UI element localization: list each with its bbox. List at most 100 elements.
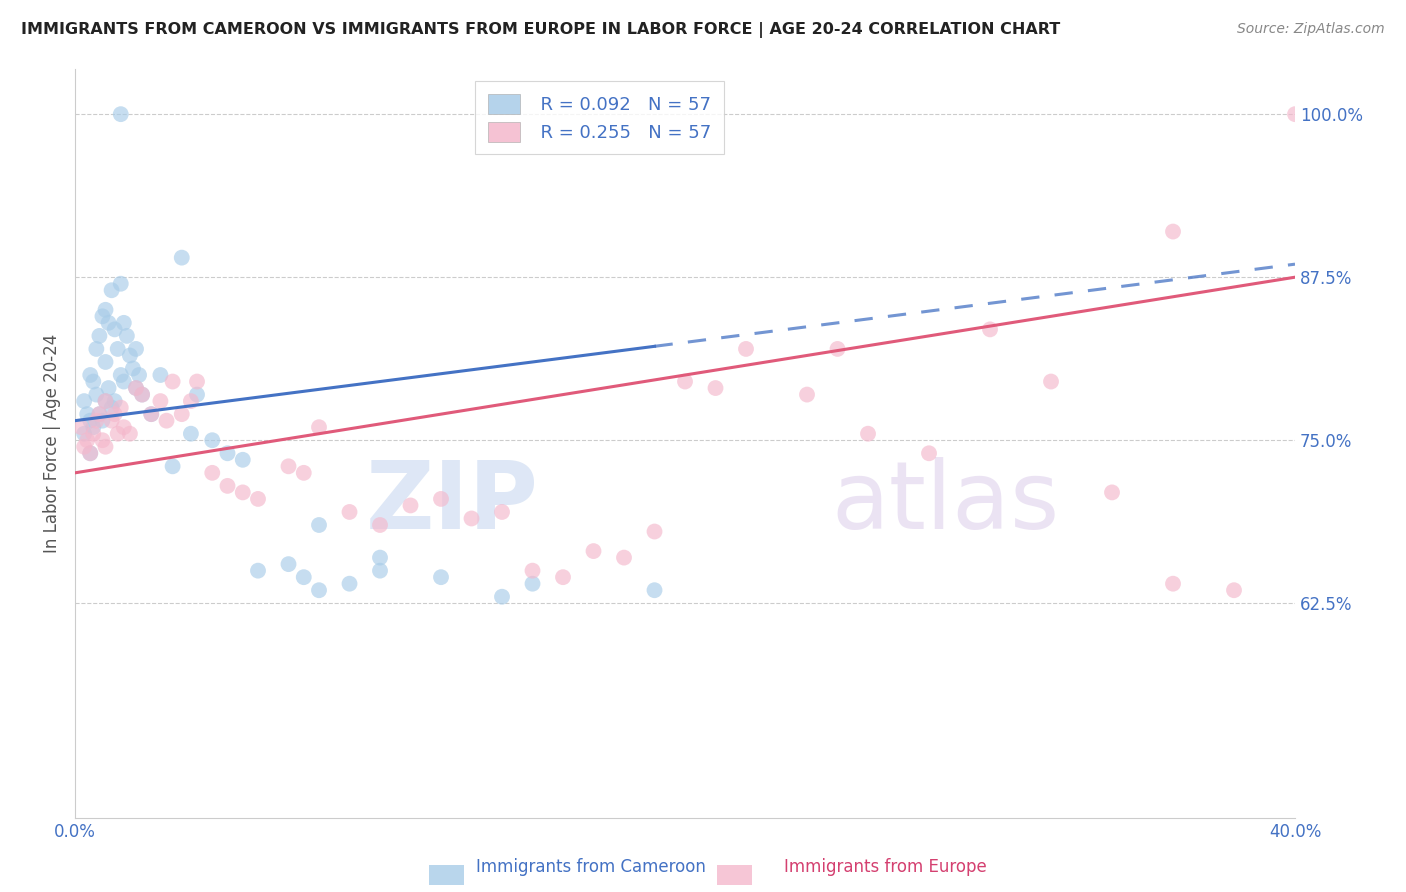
Point: [104, 407, 127, 421]
Point: [141, 407, 163, 421]
Y-axis label: In Labor Force | Age 20-24: In Labor Force | Age 20-24: [44, 334, 60, 553]
Point: [201, 434, 224, 448]
Point: [704, 381, 727, 395]
Point: [104, 394, 127, 409]
Point: [110, 277, 132, 291]
Point: [110, 368, 132, 382]
Point: [97, 316, 120, 330]
Point: [122, 361, 145, 376]
Text: IMMIGRANTS FROM CAMEROON VS IMMIGRANTS FROM EUROPE IN LABOR FORCE | AGE 20-24 CO: IMMIGRANTS FROM CAMEROON VS IMMIGRANTS F…: [21, 22, 1060, 38]
Point: [128, 368, 150, 382]
Point: [339, 505, 361, 519]
Point: [91, 434, 114, 448]
Point: [110, 401, 132, 415]
Point: [491, 505, 513, 519]
Point: [79, 414, 101, 428]
Point: [107, 342, 129, 356]
Point: [118, 348, 141, 362]
Point: [97, 381, 120, 395]
Point: [149, 394, 172, 409]
Point: [89, 407, 111, 421]
Point: [89, 407, 111, 421]
Point: [292, 570, 315, 584]
Point: [180, 426, 202, 441]
Point: [292, 466, 315, 480]
Point: [673, 375, 696, 389]
Point: [110, 107, 132, 121]
Point: [82, 426, 104, 441]
Point: [82, 375, 104, 389]
Point: [94, 302, 117, 317]
Point: [201, 466, 224, 480]
Point: [131, 387, 153, 401]
Point: [644, 583, 666, 598]
Point: [1161, 225, 1184, 239]
Point: [180, 394, 202, 409]
Point: [856, 426, 879, 441]
Point: [162, 375, 184, 389]
Point: [79, 446, 101, 460]
Text: atlas: atlas: [831, 458, 1060, 549]
Text: ZIP: ZIP: [366, 458, 538, 549]
Point: [91, 414, 114, 428]
Text: Immigrants from Europe: Immigrants from Europe: [785, 858, 987, 876]
Point: [86, 414, 108, 428]
Point: [70, 420, 93, 434]
Point: [118, 426, 141, 441]
Point: [86, 387, 108, 401]
Point: [399, 499, 422, 513]
Point: [735, 342, 758, 356]
Point: [112, 375, 135, 389]
Point: [91, 310, 114, 324]
Point: [979, 322, 1001, 336]
Point: [339, 576, 361, 591]
Point: [918, 446, 941, 460]
Point: [79, 446, 101, 460]
Point: [1040, 375, 1063, 389]
Point: [368, 550, 391, 565]
Point: [100, 414, 122, 428]
Point: [162, 459, 184, 474]
Point: [491, 590, 513, 604]
Point: [170, 407, 193, 421]
Point: [94, 355, 117, 369]
Point: [131, 387, 153, 401]
Point: [644, 524, 666, 539]
Point: [522, 576, 544, 591]
Text: Source: ZipAtlas.com: Source: ZipAtlas.com: [1237, 22, 1385, 37]
Point: [107, 426, 129, 441]
Point: [430, 491, 453, 506]
Point: [73, 394, 96, 409]
Point: [125, 342, 148, 356]
Point: [522, 564, 544, 578]
Point: [247, 564, 270, 578]
Point: [217, 479, 239, 493]
Point: [613, 550, 636, 565]
Point: [430, 570, 453, 584]
Point: [308, 518, 330, 533]
Point: [94, 394, 117, 409]
Point: [82, 420, 104, 434]
Point: [217, 446, 239, 460]
Point: [551, 570, 574, 584]
Point: [94, 440, 117, 454]
Point: [277, 557, 299, 571]
Point: [100, 283, 122, 297]
Point: [1223, 583, 1246, 598]
Point: [186, 375, 208, 389]
Point: [232, 485, 254, 500]
Point: [89, 329, 111, 343]
Point: [73, 426, 96, 441]
Point: [582, 544, 605, 558]
Point: [112, 420, 135, 434]
Point: [308, 583, 330, 598]
Point: [79, 368, 101, 382]
Point: [86, 342, 108, 356]
Point: [368, 518, 391, 533]
Point: [100, 401, 122, 415]
Point: [247, 491, 270, 506]
Point: [104, 322, 127, 336]
Point: [76, 407, 98, 421]
Point: [155, 414, 177, 428]
Point: [115, 329, 138, 343]
